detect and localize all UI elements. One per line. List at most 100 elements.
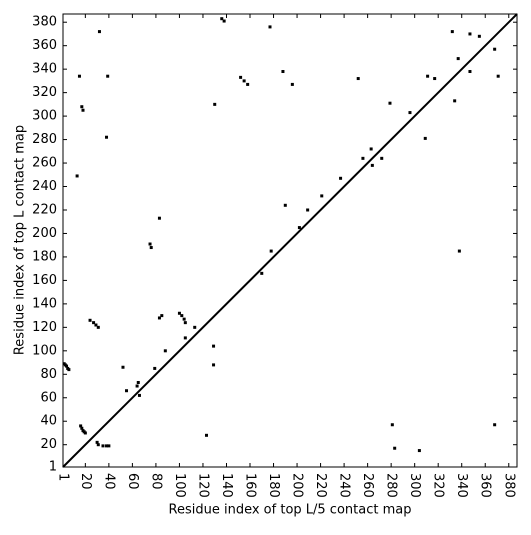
contact-point xyxy=(121,365,125,369)
x-tick-label: 1 xyxy=(56,473,71,481)
contact-point xyxy=(269,249,273,253)
contact-point xyxy=(177,311,181,315)
contact-point xyxy=(390,423,394,427)
contact-point xyxy=(281,70,285,74)
contact-point xyxy=(222,19,226,23)
contact-point xyxy=(92,321,96,325)
y-tick-label: 100 xyxy=(32,343,57,358)
x-tick-label: 260 xyxy=(360,473,375,498)
contact-point xyxy=(370,163,374,167)
contact-point xyxy=(79,424,83,428)
contact-point xyxy=(339,176,343,180)
contact-point xyxy=(101,444,105,448)
contact-point xyxy=(468,32,472,36)
contact-point xyxy=(239,75,243,79)
x-tick-label: 300 xyxy=(407,473,422,498)
x-tick-label: 100 xyxy=(172,473,187,498)
contact-point xyxy=(242,79,246,83)
contact-point xyxy=(157,316,161,320)
contact-point xyxy=(283,203,287,207)
y-tick-label: 300 xyxy=(32,109,57,124)
y-tick-label: 240 xyxy=(32,179,57,194)
contact-point xyxy=(157,216,161,220)
y-tick-label: 200 xyxy=(32,226,57,241)
y-tick-label: 280 xyxy=(32,132,57,147)
x-tick-label: 140 xyxy=(219,473,234,498)
contact-point xyxy=(468,70,472,74)
contact-point xyxy=(148,242,152,246)
y-tick-label: 160 xyxy=(32,273,57,288)
y-tick-label: 380 xyxy=(32,15,57,30)
x-tick-label: 340 xyxy=(454,473,469,498)
y-tick-label: 120 xyxy=(32,320,57,335)
contact-point xyxy=(453,99,457,103)
y-tick-label: 1 xyxy=(49,460,57,475)
x-tick-label: 280 xyxy=(384,473,399,498)
y-tick-label: 260 xyxy=(32,156,57,171)
x-tick-label: 20 xyxy=(78,473,93,490)
y-tick-label: 20 xyxy=(40,437,57,452)
contact-point xyxy=(260,271,264,275)
contact-point xyxy=(380,156,384,160)
contact-point xyxy=(417,449,421,453)
x-tick-label: 240 xyxy=(337,473,352,498)
contact-point xyxy=(95,440,99,444)
y-tick-label: 140 xyxy=(32,296,57,311)
contact-point xyxy=(356,77,360,81)
y-tick-label: 180 xyxy=(32,249,57,264)
contact-point xyxy=(180,314,184,318)
contact-point xyxy=(83,431,87,435)
contact-point xyxy=(212,344,216,348)
y-tick-label: 40 xyxy=(40,414,57,429)
contact-point xyxy=(96,325,100,329)
contact-point xyxy=(77,74,81,78)
contact-point xyxy=(105,135,109,139)
contact-point xyxy=(106,74,110,78)
contact-point xyxy=(388,101,392,105)
contact-point xyxy=(97,30,101,34)
contact-point xyxy=(433,77,437,81)
y-axis-label: Residue index of top L contact map xyxy=(13,125,28,355)
x-tick-label: 360 xyxy=(478,473,493,498)
y-tick-label: 340 xyxy=(32,62,57,77)
x-tick-label: 60 xyxy=(125,473,140,490)
contact-point xyxy=(204,433,208,437)
x-tick-label: 120 xyxy=(195,473,210,498)
contact-point xyxy=(105,444,109,448)
contact-point xyxy=(493,423,497,427)
contact-point xyxy=(81,108,85,112)
contact-point xyxy=(361,156,365,160)
contact-point xyxy=(193,325,197,329)
contact-point xyxy=(212,363,216,367)
contact-point xyxy=(220,17,224,21)
contact-point xyxy=(136,381,140,385)
contact-point xyxy=(450,30,454,34)
x-tick-label: 200 xyxy=(290,473,305,498)
contact-point xyxy=(160,314,164,318)
contact-point xyxy=(423,136,427,140)
contact-point xyxy=(94,323,98,327)
contact-point xyxy=(456,57,460,61)
contact-point xyxy=(320,194,324,198)
contact-point xyxy=(137,393,141,397)
contact-point xyxy=(125,389,129,393)
contact-point xyxy=(149,246,153,250)
x-tick-label: 220 xyxy=(313,473,328,498)
x-tick-label: 380 xyxy=(501,473,516,498)
contact-point xyxy=(306,208,310,212)
contact-point xyxy=(65,364,69,368)
x-tick-label: 40 xyxy=(101,473,116,490)
diagonal xyxy=(62,13,518,468)
contact-point xyxy=(107,444,111,448)
contact-point xyxy=(80,426,84,430)
x-tick-label: 180 xyxy=(266,473,281,498)
contact-point xyxy=(290,82,294,86)
contact-point xyxy=(369,147,373,151)
x-tick-label: 320 xyxy=(431,473,446,498)
y-tick-label: 220 xyxy=(32,202,57,217)
y-tick-label: 320 xyxy=(32,85,57,100)
contact-point xyxy=(426,74,430,78)
contact-point xyxy=(493,47,497,51)
